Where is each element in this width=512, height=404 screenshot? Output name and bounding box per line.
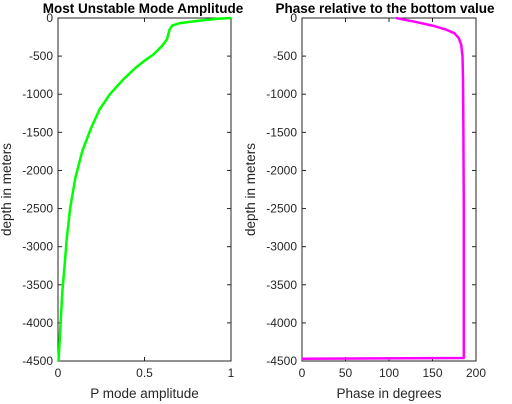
x-tick-label: 50 (339, 366, 353, 380)
amplitude-plot-title: Most Unstable Mode Amplitude (43, 1, 244, 16)
phase-plot-title: Phase relative to the bottom value (275, 1, 495, 16)
phase-x-ticks: 0 50 100 150 200 (299, 18, 486, 380)
y-tick-label: -2000 (266, 163, 297, 177)
y-tick-label: -3500 (266, 278, 297, 292)
y-tick-label: -3000 (266, 240, 297, 254)
x-tick-label: 1 (228, 366, 235, 380)
phase-y-axis-label: depth in meters (243, 143, 258, 236)
y-tick-label: -1000 (266, 87, 297, 101)
series-line (301, 16, 466, 360)
x-tick-label: 0.5 (136, 366, 153, 380)
amplitude-x-axis-label: P mode amplitude (90, 386, 199, 401)
y-tick-label: -1500 (266, 125, 297, 139)
y-tick-label: -4500 (22, 354, 53, 368)
phase-x-axis-label: Phase in degrees (336, 386, 441, 401)
y-tick-label: -3000 (22, 240, 53, 254)
y-tick-label: -4000 (22, 316, 53, 330)
y-tick-label: 0 (46, 11, 53, 25)
x-tick-label: 200 (466, 366, 486, 380)
phase-axes-box (301, 17, 477, 362)
y-tick-label: -4500 (266, 354, 297, 368)
amplitude-plot: Most Unstable Mode Amplitude 0 0.5 1 0-500… (0, 1, 244, 401)
series-line (57, 16, 232, 362)
y-tick-label: -2000 (22, 163, 53, 177)
amplitude-axes-box (57, 17, 232, 362)
amplitude-series (57, 16, 232, 362)
y-tick-label: -2500 (22, 202, 53, 216)
phase-plot: Phase relative to the bottom value 0 50 10… (243, 1, 495, 401)
y-tick-label: -4000 (266, 316, 297, 330)
y-tick-label: -2500 (266, 202, 297, 216)
x-tick-label: 150 (422, 366, 442, 380)
amplitude-x-ticks: 0 0.5 1 (55, 18, 235, 380)
y-tick-label: -1000 (22, 87, 53, 101)
y-tick-label: -3500 (22, 278, 53, 292)
phase-y-ticks: 0 -500 -1000 -1500 -2000 -2500 -3000 -3500 -4000… (266, 11, 476, 368)
amplitude-y-ticks: 0 -500 -1000 -1500 -2000 -2500 -3000 -3500 -4000… (22, 11, 231, 368)
amplitude-y-axis-label: depth in meters (0, 143, 14, 236)
phase-series (301, 16, 466, 360)
x-tick-label: 100 (379, 366, 399, 380)
y-tick-label: -1500 (22, 125, 53, 139)
x-tick-label: 0 (55, 366, 62, 380)
y-tick-label: -500 (273, 49, 297, 63)
x-tick-label: 0 (299, 366, 306, 380)
y-tick-label: -500 (29, 49, 53, 63)
y-tick-label: 0 (290, 11, 297, 25)
